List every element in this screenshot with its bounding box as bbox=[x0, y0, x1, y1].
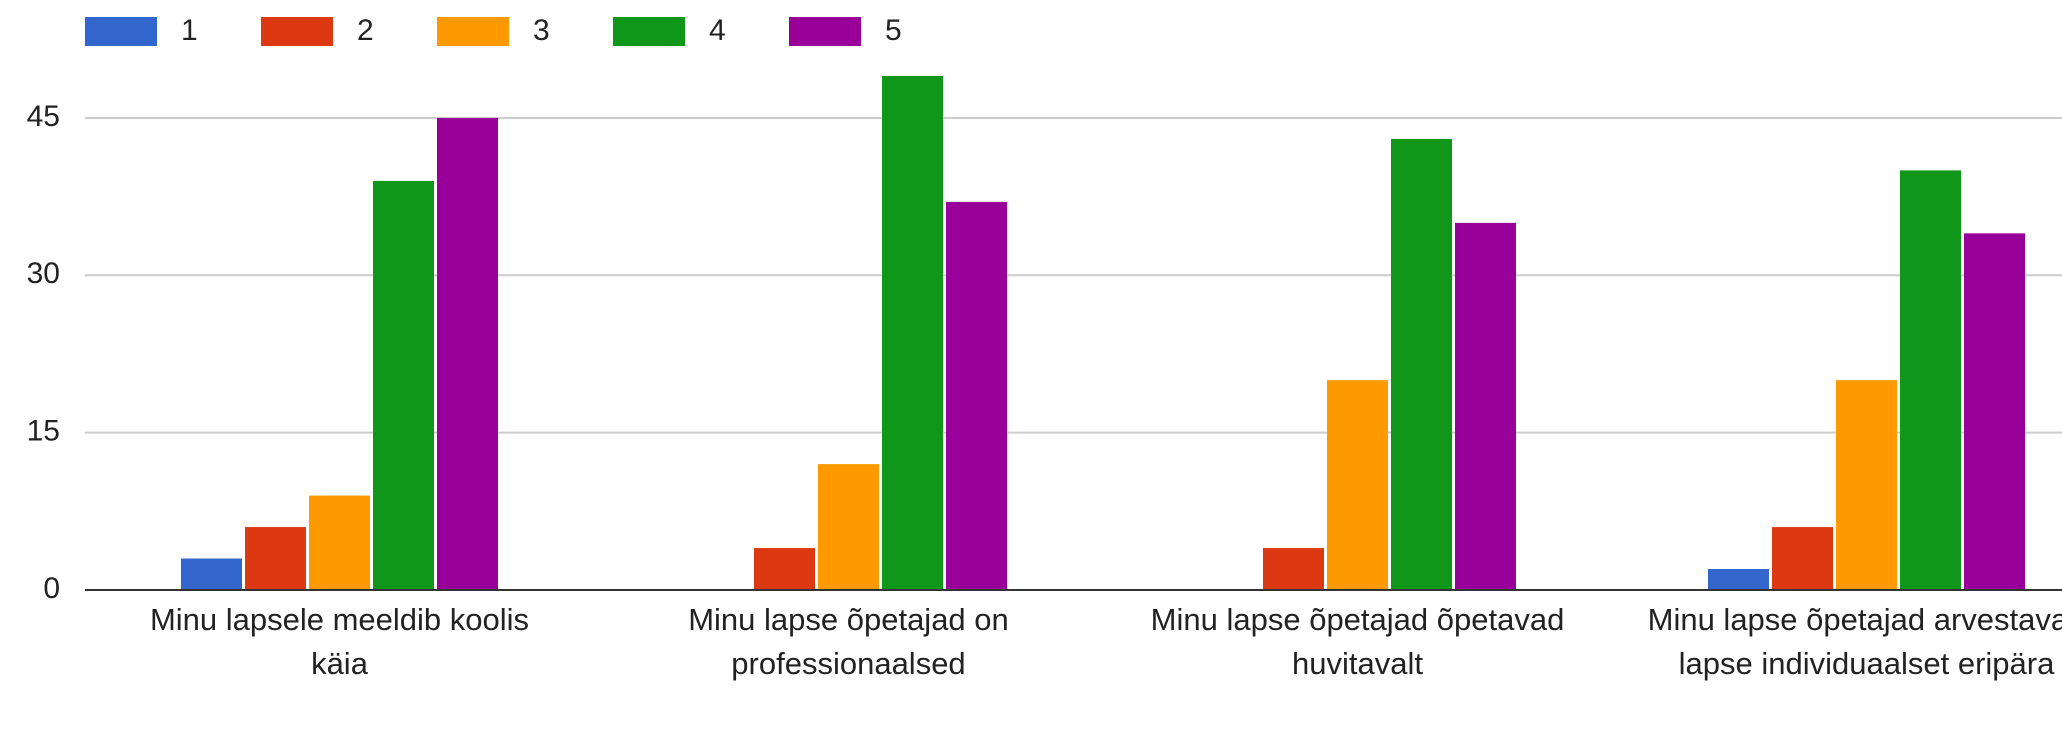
legend-swatch bbox=[613, 17, 685, 46]
legend-label: 3 bbox=[533, 14, 550, 47]
x-tick-label: Minu lapse õpetajad arvestavad lapse ind… bbox=[1647, 602, 2062, 681]
x-tick-label: Minu lapse õpetajad on professionaalsed bbox=[688, 602, 1009, 681]
bar bbox=[309, 495, 370, 590]
bar bbox=[946, 201, 1007, 590]
bar bbox=[1964, 233, 2025, 590]
bar bbox=[1391, 138, 1452, 590]
bar bbox=[1327, 380, 1388, 590]
legend-label: 4 bbox=[709, 14, 726, 47]
bar bbox=[373, 180, 434, 590]
legend-swatch bbox=[85, 17, 157, 46]
bar bbox=[1772, 527, 1833, 590]
y-tick-label: 15 bbox=[27, 415, 60, 448]
x-tick-label: Minu lapsele meeldib koolis käia bbox=[149, 602, 530, 681]
legend-swatch bbox=[261, 17, 333, 46]
y-tick-label: 45 bbox=[27, 100, 60, 133]
bar bbox=[181, 558, 242, 590]
bar bbox=[1836, 380, 1897, 590]
legend-label: 1 bbox=[181, 14, 198, 47]
bar bbox=[437, 117, 498, 590]
y-tick-label: 0 bbox=[43, 572, 60, 605]
bar bbox=[245, 527, 306, 590]
bar bbox=[754, 548, 815, 590]
legend-swatch bbox=[437, 17, 509, 46]
legend-swatch bbox=[789, 17, 861, 46]
legend-label: 2 bbox=[357, 14, 374, 47]
bar bbox=[1900, 170, 1961, 590]
bar bbox=[882, 75, 943, 591]
legend-label: 5 bbox=[885, 14, 902, 47]
bar bbox=[818, 464, 879, 590]
bar bbox=[1455, 222, 1516, 590]
bar bbox=[1708, 569, 1769, 590]
x-tick-label: Minu lapse õpetajad õpetavad huvitavalt bbox=[1150, 602, 1565, 681]
y-tick-label: 30 bbox=[27, 257, 60, 290]
bar bbox=[1263, 548, 1324, 590]
